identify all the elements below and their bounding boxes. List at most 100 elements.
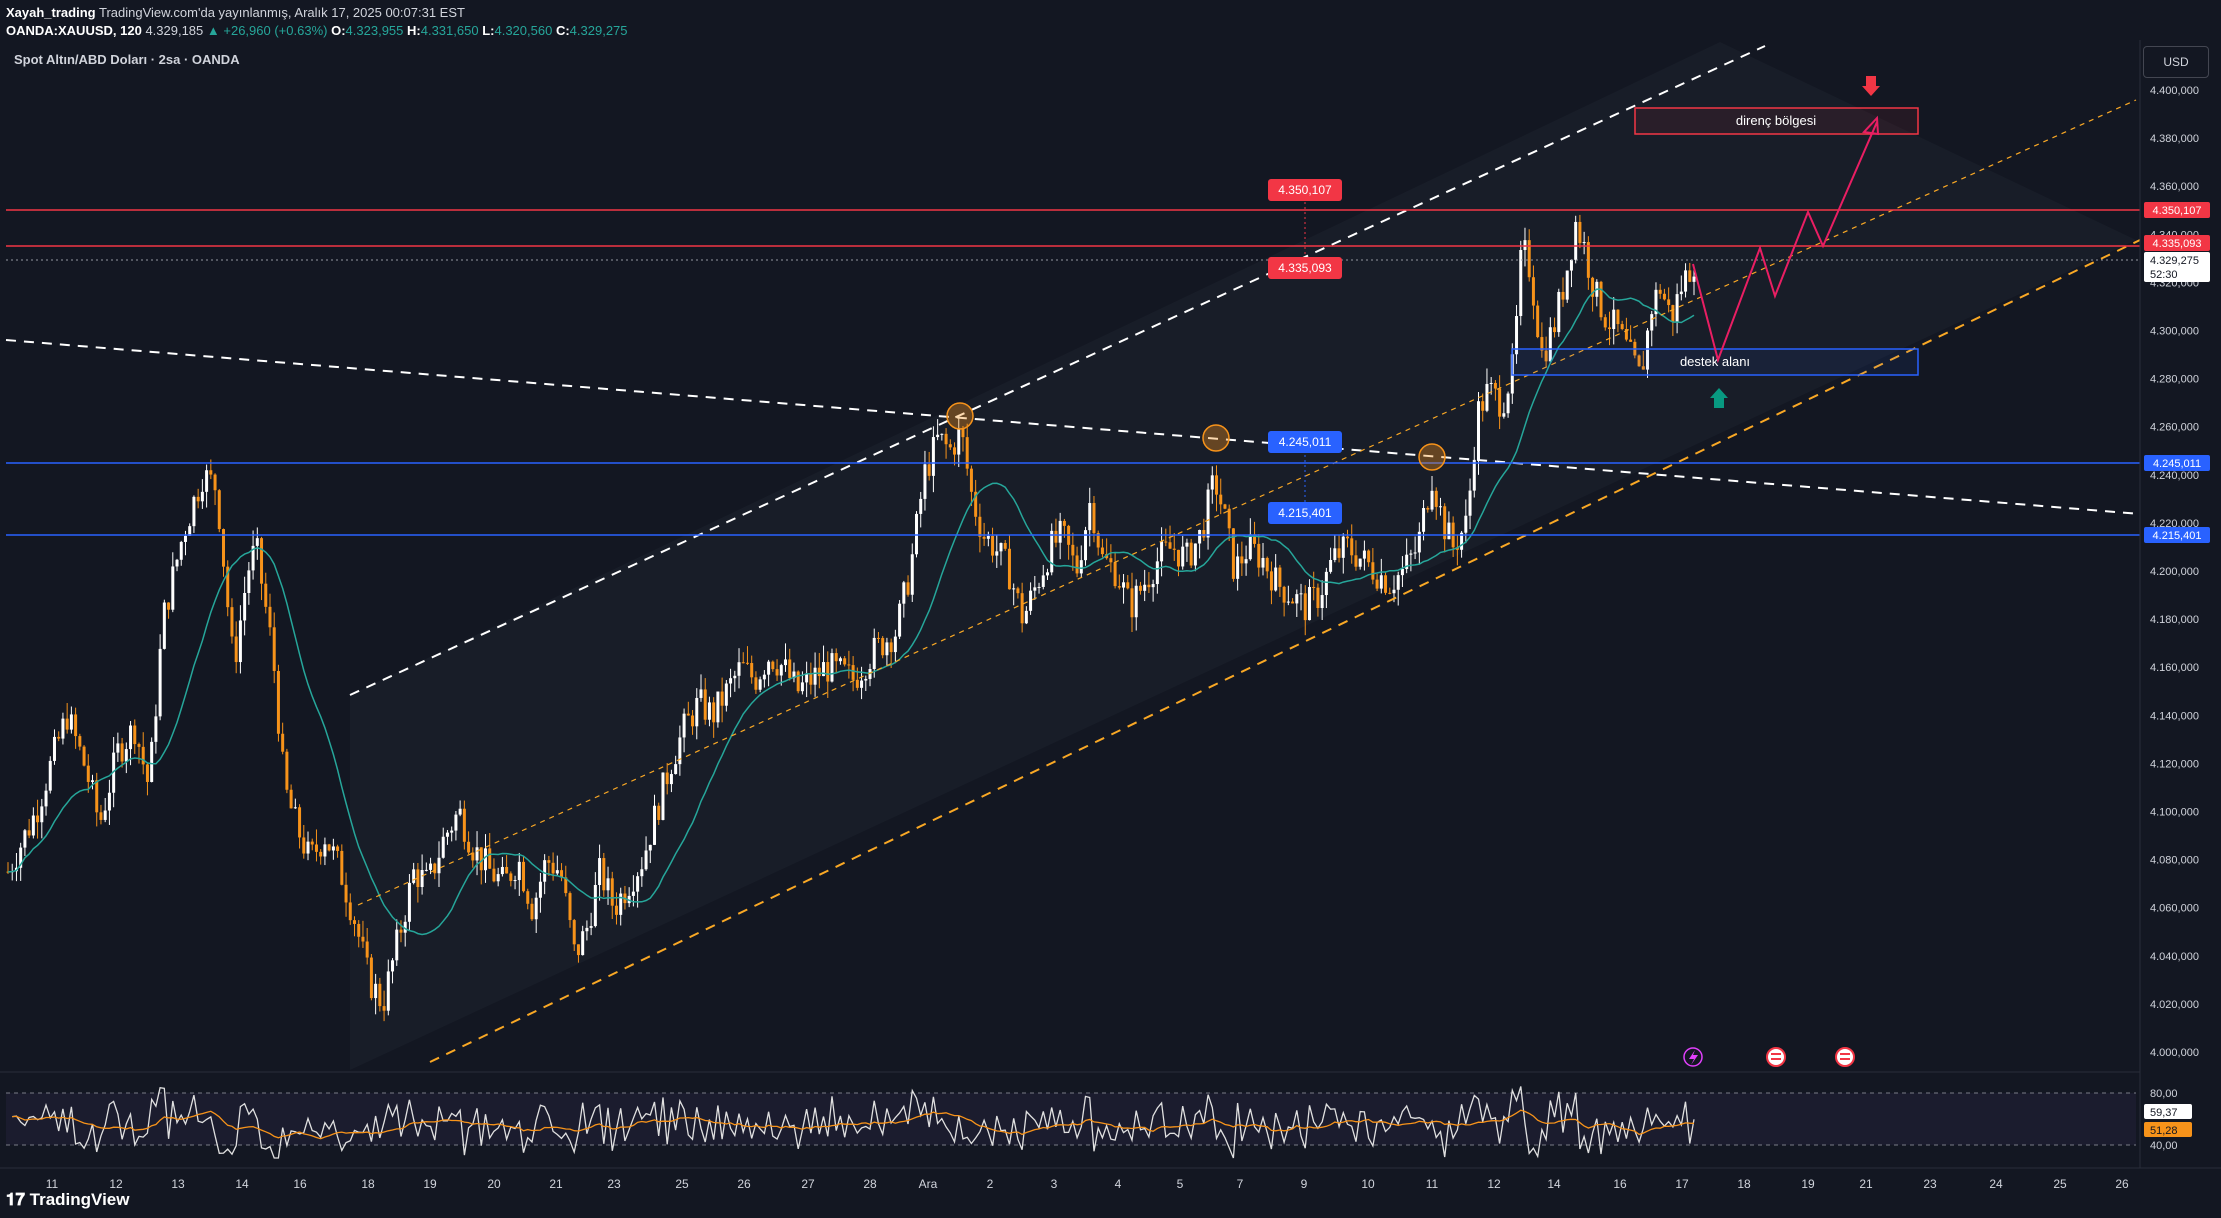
- candle: [1346, 529, 1350, 548]
- candle: [995, 535, 999, 568]
- us-flag-event-icon-1[interactable]: [1766, 1047, 1786, 1067]
- resistance-zone[interactable]: direnç bölgesi: [1634, 107, 1919, 135]
- candle: [1240, 541, 1244, 576]
- level-tag-4215[interactable]: 4.215,401: [1268, 502, 1342, 524]
- candle: [369, 953, 373, 1001]
- candle: [1155, 547, 1159, 594]
- candle: [171, 552, 175, 613]
- open-value: 4.323,955: [345, 23, 404, 38]
- candle: [1071, 532, 1075, 571]
- time-tick: 18: [1737, 1177, 1751, 1191]
- candle: [1329, 547, 1333, 574]
- candle: [1151, 579, 1155, 602]
- candle: [1316, 583, 1320, 617]
- time-tick: 14: [235, 1177, 249, 1191]
- candle: [1472, 446, 1476, 498]
- price-tick: 4.040,000: [2150, 951, 2199, 963]
- ohlc-line: OANDA:XAUUSD, 120 4.329,185 ▲ +26,960 (+…: [6, 22, 628, 40]
- low-label: L:: [482, 23, 495, 38]
- candle: [775, 659, 779, 682]
- candle: [361, 920, 365, 948]
- candle: [1215, 465, 1219, 512]
- candle: [678, 725, 682, 776]
- candle: [365, 927, 369, 965]
- candle: [1531, 265, 1535, 320]
- candle: [598, 844, 602, 901]
- candle: [682, 708, 686, 753]
- rsi-band: [6, 1093, 2136, 1145]
- level-tag-4335[interactable]: 4.335,093: [1268, 257, 1342, 279]
- candle: [196, 488, 200, 509]
- candle: [395, 919, 399, 966]
- candle: [805, 661, 809, 698]
- currency-button[interactable]: USD: [2143, 46, 2209, 78]
- candle: [834, 648, 838, 673]
- candle: [809, 662, 813, 695]
- candle: [1113, 552, 1117, 589]
- candle: [40, 798, 44, 839]
- time-axis-ticks[interactable]: 11 12 13 14 16 18 19 20 21 23 25 26 27 28 Ara 2 3 4 5 7 9 10 1…: [46, 1177, 2129, 1191]
- level-tag-4350[interactable]: 4.350,107: [1268, 179, 1342, 201]
- candle: [327, 843, 331, 852]
- candle: [1379, 558, 1383, 594]
- candle: [1612, 297, 1616, 345]
- rsi-ma-line: [12, 1109, 1695, 1140]
- candle: [788, 648, 792, 681]
- price-tick: 4.240,000: [2150, 470, 2199, 482]
- candle: [948, 439, 952, 450]
- candle: [124, 742, 128, 774]
- candle: [745, 646, 749, 665]
- candle: [1282, 585, 1286, 617]
- candle: [762, 670, 766, 688]
- candle: [450, 826, 454, 842]
- candle: [1024, 606, 1028, 625]
- candle: [1261, 542, 1265, 576]
- candle: [741, 652, 745, 664]
- candle: [1143, 569, 1147, 602]
- candle: [445, 829, 449, 845]
- rsi-ma-value-tag: 51,28: [2144, 1122, 2192, 1137]
- low-value: 4.320,560: [494, 23, 553, 38]
- candle: [568, 891, 572, 928]
- candle: [1206, 483, 1210, 550]
- candle: [1037, 582, 1041, 594]
- candle: [352, 916, 356, 937]
- candle: [940, 433, 944, 441]
- candle: [1088, 487, 1092, 547]
- candle: [319, 849, 323, 865]
- candle: [1126, 575, 1130, 590]
- candle: [23, 828, 27, 856]
- candle: [378, 977, 382, 1012]
- candle: [44, 783, 48, 816]
- us-flag-event-icon-2[interactable]: [1835, 1047, 1855, 1067]
- candle: [492, 858, 496, 883]
- time-tick: 25: [2053, 1177, 2067, 1191]
- candle: [336, 844, 340, 858]
- candle: [162, 599, 166, 650]
- candle: [61, 712, 65, 745]
- axis-tag-countdown: 52:30: [2150, 269, 2178, 281]
- candle: [1654, 282, 1658, 327]
- candle: [1265, 556, 1269, 579]
- candle: [1468, 478, 1472, 530]
- price-tick: 4.140,000: [2150, 710, 2199, 722]
- candle: [978, 503, 982, 553]
- candle: [1667, 287, 1671, 313]
- candle: [538, 873, 542, 913]
- flash-event-icon[interactable]: [1683, 1047, 1703, 1067]
- time-tick: 11: [1426, 1177, 1439, 1191]
- candle: [969, 465, 973, 506]
- candle: [496, 867, 500, 887]
- candle: [1189, 538, 1193, 569]
- level-tag-4245[interactable]: 4.245,011: [1268, 431, 1342, 453]
- candle: [344, 872, 348, 917]
- price-axis-ticks[interactable]: 4.400,0004.380,0004.360,0004.340,0004.32…: [2150, 85, 2199, 1059]
- candle: [1684, 263, 1688, 298]
- author-name[interactable]: Xayah_trading: [6, 5, 96, 20]
- candle: [86, 754, 90, 793]
- candle: [771, 660, 775, 672]
- upper-channel-line: [349, 45, 1766, 696]
- support-zone[interactable]: destek alanı: [1511, 348, 1919, 376]
- candle: [1565, 270, 1569, 303]
